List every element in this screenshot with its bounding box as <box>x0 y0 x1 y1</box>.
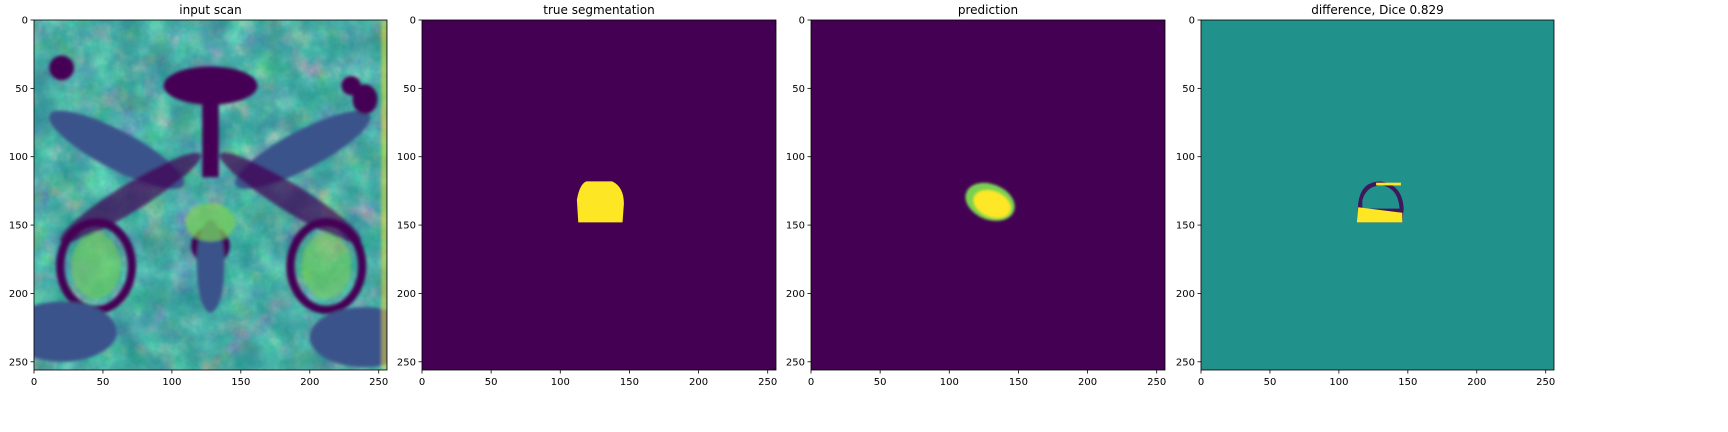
axes-frame <box>1200 19 1555 371</box>
x-tick-label: 200 <box>1467 377 1486 388</box>
x-tick-label: 200 <box>1078 377 1097 388</box>
x-tick-label: 0 <box>1198 377 1204 388</box>
y-tick-label: 0 <box>22 16 28 27</box>
x-tick-label: 50 <box>97 377 110 388</box>
y-tick-label: 200 <box>9 289 28 300</box>
axes-frame <box>810 19 1166 371</box>
y-tick-label: 150 <box>9 221 28 232</box>
x-tick-label: 250 <box>369 377 388 388</box>
y-tick-label: 250 <box>397 357 416 368</box>
x-tick-label: 200 <box>689 377 708 388</box>
anatomy-structure <box>49 55 74 81</box>
anatomy-structure <box>219 152 362 243</box>
difference-false-negative <box>1356 207 1403 223</box>
y-tick-label: 0 <box>1189 16 1195 27</box>
y-tick-label: 50 <box>403 84 416 95</box>
y-tick-label: 250 <box>9 357 28 368</box>
y-tick-label: 150 <box>1176 221 1195 232</box>
difference-overlap <box>1362 185 1400 209</box>
x-tick-label: 0 <box>31 377 37 388</box>
anatomy-structure <box>235 110 371 190</box>
x-tick-label: 150 <box>1009 377 1028 388</box>
y-tick-label: 100 <box>397 152 416 163</box>
y-tick-label: 150 <box>786 221 805 232</box>
image-area <box>422 20 776 370</box>
x-tick-label: 150 <box>1398 377 1417 388</box>
anatomy-structure <box>185 203 236 242</box>
image-area <box>34 20 387 370</box>
panel-title: input scan <box>179 3 242 17</box>
anatomy-structure <box>202 95 219 178</box>
anatomy-structure <box>301 233 352 299</box>
x-tick-label: 100 <box>162 377 181 388</box>
y-tick-label: 100 <box>9 152 28 163</box>
y-tick-label: 250 <box>786 357 805 368</box>
x-tick-label: 100 <box>940 377 959 388</box>
panel-title: true segmentation <box>543 3 654 17</box>
y-tick-label: 50 <box>1182 84 1195 95</box>
anatomy-structure <box>163 66 258 105</box>
anatomy-structure <box>381 20 387 370</box>
anatomy-structure <box>341 76 361 96</box>
anatomy-structure <box>34 301 117 362</box>
x-tick-label: 0 <box>419 377 425 388</box>
anatomy-structure <box>49 110 185 190</box>
x-tick-label: 100 <box>1329 377 1348 388</box>
image-area <box>811 20 1165 370</box>
y-tick-label: 250 <box>1176 357 1195 368</box>
y-tick-label: 100 <box>786 152 805 163</box>
x-tick-label: 250 <box>1147 377 1166 388</box>
y-tick-label: 0 <box>799 16 805 27</box>
x-tick-label: 100 <box>551 377 570 388</box>
y-tick-label: 200 <box>397 289 416 300</box>
prediction-blob-core <box>973 189 1012 219</box>
x-tick-label: 50 <box>1264 377 1277 388</box>
anatomy-structure <box>352 84 378 115</box>
x-tick-label: 150 <box>620 377 639 388</box>
y-tick-label: 200 <box>1176 289 1195 300</box>
difference-edge <box>1376 182 1401 186</box>
panel-title: prediction <box>958 3 1018 17</box>
anatomy <box>34 20 387 370</box>
axes-frame <box>33 19 388 371</box>
anatomy-structure <box>196 219 225 313</box>
anatomy-structure <box>71 233 121 299</box>
anatomy-structure <box>309 307 387 368</box>
x-tick-label: 200 <box>300 377 319 388</box>
segmentation-mask <box>576 181 624 223</box>
axes-frame <box>421 19 777 371</box>
x-tick-label: 0 <box>808 377 814 388</box>
y-tick-label: 50 <box>15 84 28 95</box>
y-tick-label: 100 <box>1176 152 1195 163</box>
y-tick-label: 150 <box>397 221 416 232</box>
x-tick-label: 250 <box>758 377 777 388</box>
x-tick-label: 150 <box>231 377 250 388</box>
x-tick-label: 50 <box>485 377 498 388</box>
x-tick-label: 250 <box>1536 377 1555 388</box>
y-tick-label: 0 <box>410 16 416 27</box>
x-tick-label: 50 <box>874 377 887 388</box>
image-area <box>1201 20 1554 370</box>
y-tick-label: 50 <box>792 84 805 95</box>
panel-title: difference, Dice 0.829 <box>1311 3 1444 17</box>
anatomy-structure <box>59 152 202 243</box>
y-tick-label: 200 <box>786 289 805 300</box>
